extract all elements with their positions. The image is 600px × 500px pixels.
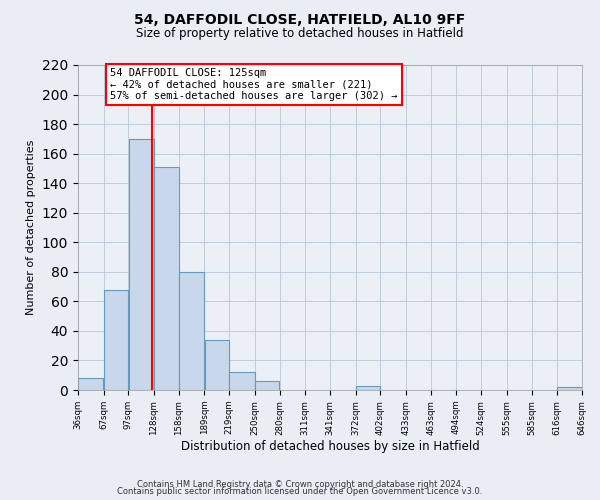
Text: Contains HM Land Registry data © Crown copyright and database right 2024.: Contains HM Land Registry data © Crown c… — [137, 480, 463, 489]
Y-axis label: Number of detached properties: Number of detached properties — [26, 140, 36, 315]
Text: Size of property relative to detached houses in Hatfield: Size of property relative to detached ho… — [136, 28, 464, 40]
Text: 54 DAFFODIL CLOSE: 125sqm
← 42% of detached houses are smaller (221)
57% of semi: 54 DAFFODIL CLOSE: 125sqm ← 42% of detac… — [110, 68, 398, 101]
Text: Contains public sector information licensed under the Open Government Licence v3: Contains public sector information licen… — [118, 488, 482, 496]
Bar — [104, 290, 128, 390]
Bar — [205, 340, 229, 390]
Bar — [179, 272, 204, 390]
Bar — [154, 167, 179, 390]
Bar — [557, 387, 582, 390]
Text: 54, DAFFODIL CLOSE, HATFIELD, AL10 9FF: 54, DAFFODIL CLOSE, HATFIELD, AL10 9FF — [134, 12, 466, 26]
Bar — [356, 386, 380, 390]
Bar — [78, 378, 103, 390]
Bar — [128, 139, 154, 390]
X-axis label: Distribution of detached houses by size in Hatfield: Distribution of detached houses by size … — [181, 440, 479, 453]
Bar — [229, 372, 254, 390]
Bar — [255, 381, 280, 390]
